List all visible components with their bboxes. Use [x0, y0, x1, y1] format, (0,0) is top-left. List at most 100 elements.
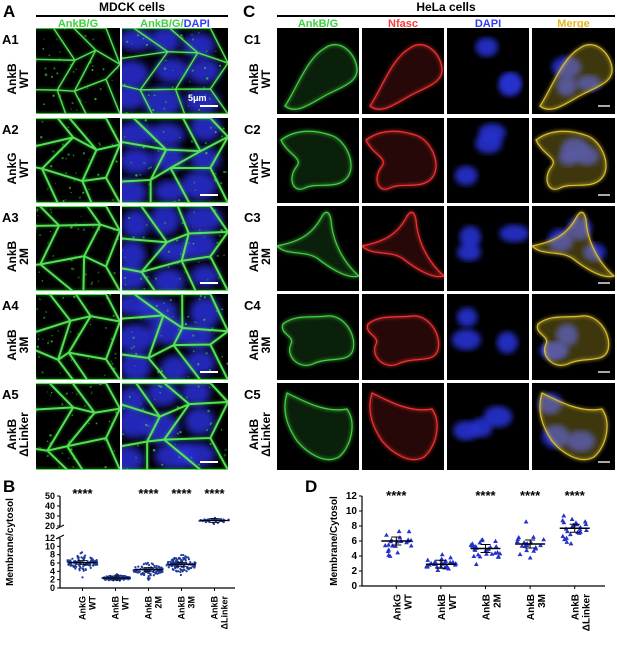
panel-a-row-label: AnkG WT	[5, 152, 31, 185]
panel-d-point	[393, 543, 398, 548]
panel-b-point	[179, 567, 182, 571]
panel-b-point	[73, 565, 76, 569]
panel-d-point	[469, 543, 475, 548]
panel-c-tile-blue	[447, 206, 529, 291]
panel-d-point	[517, 551, 523, 557]
panel-c-tile-blue	[447, 383, 529, 470]
panel-b-point	[152, 574, 155, 577]
panel-d-point	[564, 528, 570, 534]
panel-b-point	[174, 569, 178, 572]
panel-d-point	[448, 555, 453, 560]
panel-a-letter: A	[3, 2, 16, 21]
panel-d-point	[569, 516, 575, 522]
panel-b-point	[83, 556, 86, 559]
panel-b-point	[82, 569, 85, 572]
panel-d-point	[446, 566, 452, 571]
panel-b-category-label: AnkB2M	[144, 596, 164, 620]
panel-b-point	[143, 572, 146, 575]
panel-a-tile-ankbg	[36, 294, 120, 380]
panel-c-tile-green	[277, 383, 359, 470]
panel-a-scale-bar	[200, 194, 218, 196]
panel-b-point	[174, 557, 178, 560]
panel-d-point	[386, 547, 392, 552]
panel-c-row-id: C2	[244, 122, 261, 137]
panel-d-point	[564, 535, 569, 540]
panel-a-tile-merge	[122, 28, 228, 114]
panel-a-tile-ankbg	[36, 206, 120, 291]
panel-b-point	[89, 566, 92, 569]
panel-b-significance: ****	[138, 486, 159, 501]
panel-d-point	[432, 559, 438, 564]
panel-d-significance: ****	[475, 488, 496, 503]
panel-d-point	[531, 534, 536, 539]
panel-b-point	[140, 565, 143, 568]
panel-a-row-id: A2	[2, 122, 19, 137]
panel-b-point	[149, 574, 152, 577]
panel-b-point	[90, 558, 93, 561]
panel-a-tile-merge	[122, 206, 228, 291]
panel-b-point	[134, 570, 137, 573]
panel-a-row-id: A1	[2, 32, 19, 47]
panel-b-category-label: AnkBWT	[111, 596, 131, 620]
panel-b-point	[81, 567, 84, 570]
panel-b-point	[153, 566, 157, 569]
panel-b-category-label: AnkB3M	[177, 596, 197, 620]
panel-b-y-label: Membrane/cytosol	[5, 498, 16, 586]
panel-b-point	[94, 563, 98, 566]
panel-a-row-id: A4	[2, 298, 19, 313]
panel-b-point	[115, 573, 118, 576]
panel-d-point	[493, 538, 498, 543]
panel-d-tick-label: 4	[351, 551, 357, 562]
panel-b-letter: B	[3, 477, 16, 496]
panel-b-point	[80, 556, 83, 559]
panel-a-row-id: A5	[2, 387, 19, 402]
panel-b-point	[167, 566, 170, 569]
panel-b-point	[82, 558, 85, 561]
panel-d-point	[484, 551, 489, 556]
panel-a-tile-ankbg	[36, 383, 120, 470]
panel-b-point	[71, 557, 74, 560]
panel-d-point	[562, 536, 567, 542]
panel-c-scale-bar	[598, 461, 610, 463]
panel-c-tile-red	[362, 294, 444, 380]
panel-b-point	[170, 559, 173, 562]
panel-d-point	[533, 545, 539, 550]
panel-d-point	[560, 518, 566, 523]
panel-b-tick-label: 30	[45, 511, 55, 521]
panel-b-point	[134, 566, 137, 569]
panel-b-point	[107, 575, 110, 578]
panel-b-point	[161, 570, 164, 574]
panel-c-tile-green	[277, 294, 359, 380]
panel-b-point	[89, 556, 92, 559]
panel-c-row-id: C1	[244, 32, 261, 47]
panel-b-point	[82, 565, 85, 568]
panel-b-tick-label: 8	[50, 550, 55, 560]
panel-d-point	[567, 531, 573, 537]
panel-c-tile-merge	[532, 294, 615, 380]
panel-a-scale-bar	[200, 371, 218, 373]
panel-b-tick-label: 20	[45, 521, 55, 531]
panel-d-point	[521, 540, 527, 545]
panel-c-tile-blue	[447, 28, 529, 114]
panel-b-point	[136, 571, 139, 574]
panel-b-point	[79, 552, 82, 555]
panel-b-axis-break	[55, 524, 65, 530]
panel-d-point	[382, 543, 388, 548]
panel-b-point	[142, 562, 145, 566]
panel-b-point	[212, 522, 216, 526]
panel-d-point	[538, 542, 543, 548]
panel-b-point	[151, 563, 155, 566]
panel-a-tile-merge	[122, 294, 228, 380]
panel-d-category-label: AnkBΔLinker	[571, 594, 593, 631]
panel-d-point	[390, 543, 396, 548]
panel-d-scatter-plot: 0 2 4 6 8 10 12 Membrane/Cytosol **** AnkGWT AnkBW…	[329, 488, 605, 631]
panel-b-point	[179, 557, 182, 560]
panel-a-channel-ankbg: AnkB/G	[57, 18, 99, 30]
panel-b-point	[67, 563, 70, 566]
panel-d-tick-label: 8	[351, 521, 357, 532]
panel-c-row-id: C4	[244, 298, 261, 313]
panel-d-point	[524, 542, 530, 548]
panel-b-point	[138, 570, 141, 573]
panel-b-point	[189, 560, 192, 564]
panel-b-point	[78, 567, 81, 570]
